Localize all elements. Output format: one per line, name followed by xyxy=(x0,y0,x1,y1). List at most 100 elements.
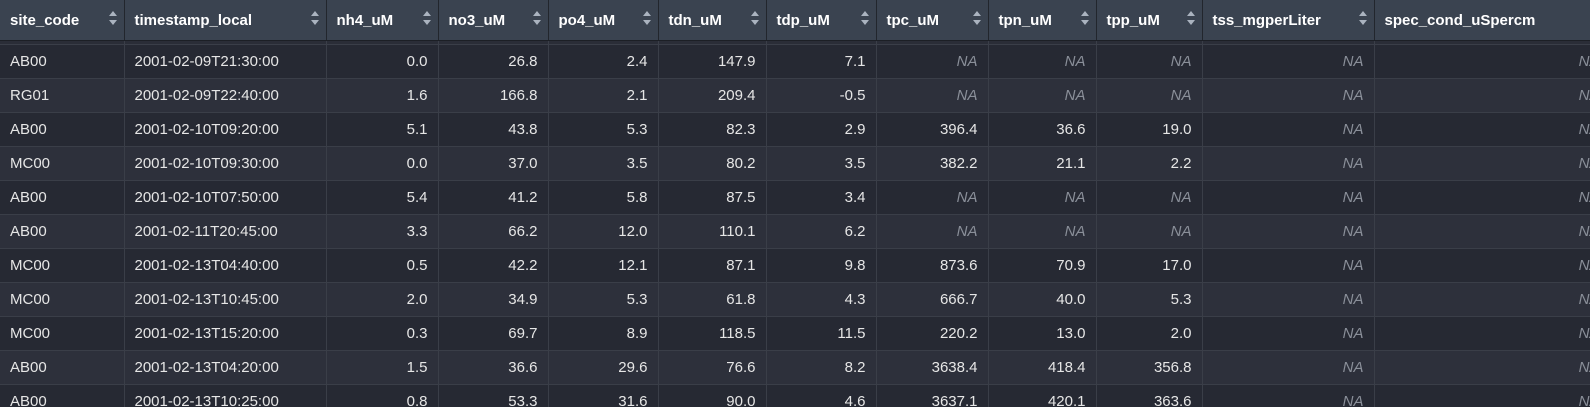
table-row[interactable]: AB00 2001-02-09T21:30:00 0.0 26.8 2.4 147.9 7.… xyxy=(0,44,1590,79)
cell-tpn-um[interactable]: 21.1 xyxy=(988,146,1097,181)
sort-arrows-icon[interactable] xyxy=(1358,9,1368,29)
cell-spec-cond-uspercm[interactable]: NA xyxy=(1374,316,1590,351)
cell-site-code[interactable]: AB00 xyxy=(0,180,125,215)
column-header-tdp-um[interactable]: tdp_uM xyxy=(766,0,877,41)
cell-timestamp-local[interactable]: 2001-02-10T09:30:00 xyxy=(124,146,327,181)
cell-nh4-um[interactable]: 3.3 xyxy=(326,214,439,249)
cell-tpc-um[interactable]: 396.4 xyxy=(876,112,989,147)
cell-tss-mgperliter[interactable]: NA xyxy=(1202,282,1375,317)
cell-timestamp-local[interactable]: 2001-02-13T10:25:00 xyxy=(124,384,327,407)
cell-nh4-um[interactable]: 0.0 xyxy=(326,44,439,79)
cell-tpc-um[interactable]: 220.2 xyxy=(876,316,989,351)
cell-site-code[interactable]: AB00 xyxy=(0,112,125,147)
cell-tss-mgperliter[interactable]: NA xyxy=(1202,350,1375,385)
cell-po4-um[interactable]: 3.5 xyxy=(548,146,659,181)
cell-tdn-um[interactable]: 110.1 xyxy=(658,214,767,249)
table-row[interactable]: MC00 2001-02-13T15:20:00 0.3 69.7 8.9 118.5 11… xyxy=(0,316,1590,351)
cell-tpp-um[interactable]: 2.2 xyxy=(1096,146,1203,181)
cell-timestamp-local[interactable]: 2001-02-13T10:45:00 xyxy=(124,282,327,317)
cell-po4-um[interactable]: 2.1 xyxy=(548,78,659,113)
cell-tpc-um[interactable]: 3637.1 xyxy=(876,384,989,407)
cell-tpn-um[interactable]: 36.6 xyxy=(988,112,1097,147)
cell-tpc-um[interactable]: NA xyxy=(876,78,989,113)
sort-arrows-icon[interactable] xyxy=(750,9,760,29)
cell-nh4-um[interactable]: 1.5 xyxy=(326,350,439,385)
cell-site-code[interactable]: AB00 xyxy=(0,350,125,385)
sort-arrows-icon[interactable] xyxy=(1186,9,1196,29)
cell-po4-um[interactable]: 12.0 xyxy=(548,214,659,249)
cell-tpp-um[interactable]: NA xyxy=(1096,78,1203,113)
cell-tss-mgperliter[interactable]: NA xyxy=(1202,78,1375,113)
cell-site-code[interactable]: MC00 xyxy=(0,146,125,181)
cell-tss-mgperliter[interactable]: NA xyxy=(1202,146,1375,181)
cell-timestamp-local[interactable]: 2001-02-13T15:20:00 xyxy=(124,316,327,351)
column-header-nh4-um[interactable]: nh4_uM xyxy=(326,0,439,41)
cell-tdp-um[interactable]: 6.2 xyxy=(766,214,877,249)
cell-nh4-um[interactable]: 0.8 xyxy=(326,384,439,407)
cell-tdp-um[interactable]: 9.8 xyxy=(766,248,877,283)
cell-no3-um[interactable]: 66.2 xyxy=(438,214,549,249)
cell-no3-um[interactable]: 36.6 xyxy=(438,350,549,385)
cell-no3-um[interactable]: 34.9 xyxy=(438,282,549,317)
cell-tdp-um[interactable]: 3.5 xyxy=(766,146,877,181)
cell-no3-um[interactable]: 26.8 xyxy=(438,44,549,79)
cell-spec-cond-uspercm[interactable]: NA xyxy=(1374,350,1590,385)
cell-timestamp-local[interactable]: 2001-02-13T04:20:00 xyxy=(124,350,327,385)
cell-tdn-um[interactable]: 80.2 xyxy=(658,146,767,181)
cell-tdp-um[interactable]: 2.9 xyxy=(766,112,877,147)
cell-tdn-um[interactable]: 147.9 xyxy=(658,44,767,79)
cell-no3-um[interactable]: 53.3 xyxy=(438,384,549,407)
sort-arrows-icon[interactable] xyxy=(972,9,982,29)
cell-spec-cond-uspercm[interactable]: NA xyxy=(1374,282,1590,317)
cell-nh4-um[interactable]: 0.3 xyxy=(326,316,439,351)
cell-po4-um[interactable]: 2.4 xyxy=(548,44,659,79)
table-row[interactable]: AB00 2001-02-10T07:50:00 5.4 41.2 5.8 87.5 3.4… xyxy=(0,180,1590,215)
cell-site-code[interactable]: AB00 xyxy=(0,384,125,407)
sort-arrows-icon[interactable] xyxy=(642,9,652,29)
cell-site-code[interactable]: MC00 xyxy=(0,316,125,351)
cell-no3-um[interactable]: 41.2 xyxy=(438,180,549,215)
cell-nh4-um[interactable]: 0.0 xyxy=(326,146,439,181)
cell-tdp-um[interactable]: 8.2 xyxy=(766,350,877,385)
cell-tpp-um[interactable]: 19.0 xyxy=(1096,112,1203,147)
cell-no3-um[interactable]: 37.0 xyxy=(438,146,549,181)
cell-tdn-um[interactable]: 118.5 xyxy=(658,316,767,351)
cell-tdn-um[interactable]: 87.1 xyxy=(658,248,767,283)
cell-tpp-um[interactable]: 356.8 xyxy=(1096,350,1203,385)
cell-no3-um[interactable]: 42.2 xyxy=(438,248,549,283)
cell-timestamp-local[interactable]: 2001-02-09T21:30:00 xyxy=(124,44,327,79)
sort-arrows-icon[interactable] xyxy=(310,9,320,29)
cell-tpc-um[interactable]: NA xyxy=(876,180,989,215)
column-header-tdn-um[interactable]: tdn_uM xyxy=(658,0,767,41)
table-row[interactable]: AB00 2001-02-10T09:20:00 5.1 43.8 5.3 82.3 2.9… xyxy=(0,112,1590,147)
cell-tpn-um[interactable]: 40.0 xyxy=(988,282,1097,317)
cell-tpn-um[interactable]: 418.4 xyxy=(988,350,1097,385)
cell-no3-um[interactable]: 69.7 xyxy=(438,316,549,351)
table-row[interactable]: AB00 2001-02-13T10:25:00 0.8 53.3 31.6 90.0 4.… xyxy=(0,384,1590,407)
cell-spec-cond-uspercm[interactable]: NA xyxy=(1374,112,1590,147)
table-row[interactable]: RG01 2001-02-09T22:40:00 1.6 166.8 2.1 209.4-… xyxy=(0,78,1590,113)
cell-no3-um[interactable]: 43.8 xyxy=(438,112,549,147)
sort-arrows-icon[interactable] xyxy=(422,9,432,29)
cell-tpn-um[interactable]: NA xyxy=(988,44,1097,79)
column-header-spec-cond-uspercm[interactable]: spec_cond_uSpercm xyxy=(1374,0,1590,41)
column-header-tpn-um[interactable]: tpn_uM xyxy=(988,0,1097,41)
cell-tpp-um[interactable]: NA xyxy=(1096,44,1203,79)
column-header-tpc-um[interactable]: tpc_uM xyxy=(876,0,989,41)
cell-tdn-um[interactable]: 76.6 xyxy=(658,350,767,385)
cell-tpn-um[interactable]: 420.1 xyxy=(988,384,1097,407)
cell-tss-mgperliter[interactable]: NA xyxy=(1202,44,1375,79)
cell-no3-um[interactable]: 166.8 xyxy=(438,78,549,113)
cell-tpp-um[interactable]: 363.6 xyxy=(1096,384,1203,407)
cell-nh4-um[interactable]: 2.0 xyxy=(326,282,439,317)
cell-tpc-um[interactable]: NA xyxy=(876,214,989,249)
cell-tpp-um[interactable]: 5.3 xyxy=(1096,282,1203,317)
column-header-tpp-um[interactable]: tpp_uM xyxy=(1096,0,1203,41)
cell-tss-mgperliter[interactable]: NA xyxy=(1202,384,1375,407)
cell-tpp-um[interactable]: NA xyxy=(1096,214,1203,249)
cell-nh4-um[interactable]: 1.6 xyxy=(326,78,439,113)
cell-site-code[interactable]: MC00 xyxy=(0,282,125,317)
cell-tpn-um[interactable]: 13.0 xyxy=(988,316,1097,351)
cell-tpp-um[interactable]: 2.0 xyxy=(1096,316,1203,351)
cell-tpc-um[interactable]: 873.6 xyxy=(876,248,989,283)
